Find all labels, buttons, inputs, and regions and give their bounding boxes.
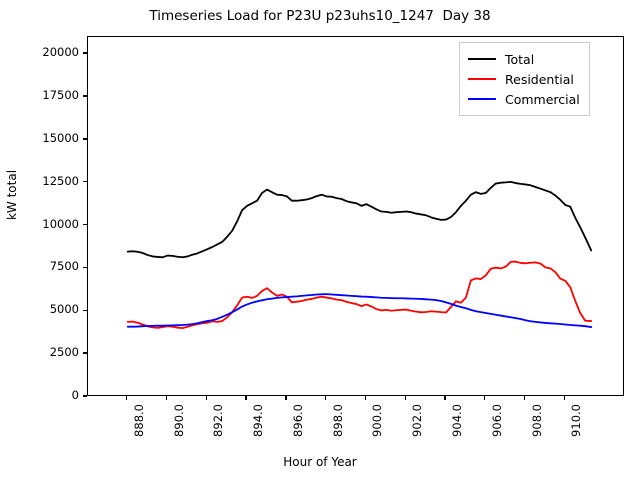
y-axis-tick <box>83 309 87 311</box>
x-axis-tick <box>444 396 446 400</box>
y-axis-tick <box>83 52 87 54</box>
y-axis-tick <box>83 395 87 397</box>
series-line-total <box>128 182 591 257</box>
legend-color-swatch <box>468 58 496 60</box>
legend-item: Commercial <box>468 89 580 109</box>
x-axis-tick <box>523 396 526 400</box>
legend-color-swatch <box>468 98 496 100</box>
chart-title: Timeseries Load for P23U p23uhs10_1247 D… <box>149 8 491 24</box>
x-axis-tick <box>285 396 287 400</box>
y-axis-tick <box>83 138 87 140</box>
y-axis-tick-label: 15000 <box>42 130 79 145</box>
y-axis-tick <box>83 181 87 183</box>
y-axis-tick <box>83 266 87 269</box>
x-axis-tick <box>205 396 207 400</box>
legend-item: Residential <box>468 69 580 89</box>
chart-legend: Total Residential Commercial <box>459 42 590 116</box>
y-axis-tick-label: 17500 <box>42 88 79 102</box>
legend-item: Total <box>468 49 580 69</box>
legend-color-swatch <box>468 78 496 80</box>
y-axis-tick-label: 7500 <box>49 259 79 274</box>
x-axis-tick <box>245 396 247 400</box>
x-axis-tick <box>364 396 367 400</box>
x-axis-label: Hour of Year <box>283 455 357 469</box>
x-axis-tick <box>126 396 128 400</box>
legend-label: Total <box>505 51 535 67</box>
y-axis-label: kW total <box>5 169 20 221</box>
y-axis-tick-label: 12500 <box>42 173 79 188</box>
x-axis-tick <box>165 396 168 400</box>
plot-lines <box>88 37 625 397</box>
x-axis-tick <box>325 396 327 400</box>
y-axis-tick-label: 2500 <box>49 345 79 360</box>
x-axis-tick <box>563 396 565 400</box>
legend-label: Commercial <box>505 91 580 107</box>
y-axis-tick <box>83 223 87 226</box>
y-axis-tick-label: 10000 <box>42 216 79 231</box>
series-line-residential <box>128 262 591 329</box>
x-axis-tick <box>484 396 486 400</box>
series-line-commercial <box>128 294 591 327</box>
y-axis-tick <box>83 95 87 97</box>
y-axis-tick-label: 0 <box>71 388 79 402</box>
x-axis-tick <box>404 396 406 400</box>
legend-label: Residential <box>505 71 574 87</box>
y-axis-tick-label: 5000 <box>49 302 79 317</box>
y-axis-tick <box>83 352 87 354</box>
y-axis-tick-label: 20000 <box>42 45 79 60</box>
